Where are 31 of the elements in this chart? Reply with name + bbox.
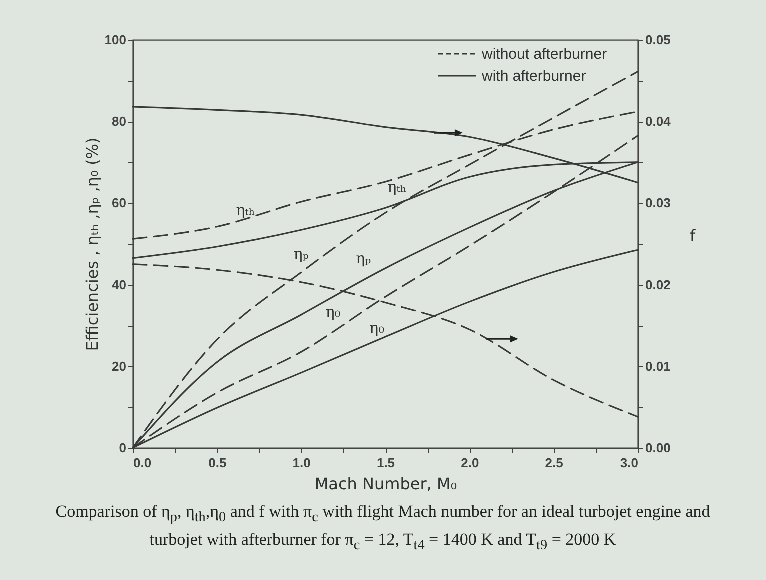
legend-label: with afterburner	[481, 68, 586, 85]
y-tick-label: 0	[119, 440, 126, 456]
x-tick-label: 3.0	[620, 456, 638, 470]
series-label: ηₚ	[356, 249, 372, 268]
y2-tick-label: 0.02	[646, 277, 671, 292]
legend-label: without afterburner	[481, 46, 608, 63]
y2-tick-label: 0.05	[646, 32, 671, 48]
x-tick-label: 0.5	[208, 456, 227, 470]
series-label: η₀	[370, 319, 385, 338]
x-tick-label: 0.0	[134, 456, 152, 470]
x-tick-label: 1.0	[292, 456, 311, 470]
y2-tick-label: 0.03	[646, 196, 671, 211]
x-tick-label: 2.5	[545, 456, 564, 470]
text: Comparison of η$_{p}$, η$_{th}$,η$_{0}$ and f with π$_{c}$ with flight Mach number for an ideal turbojet engine and turbojet with afterburner for π$_{c}$ = 12, T$_{t4}$ = 1400 K and T$_{t9}$ = 2000 K	[56, 502, 710, 554]
y2-tick-label: 0.04	[646, 114, 672, 130]
y-tick-label: 100	[104, 32, 126, 48]
y-axis-title: Efficiencies , ηₜₕ ,ηₚ ,η₀ (%)	[82, 138, 102, 352]
y2-tick-label: 0.01	[646, 358, 671, 374]
x-tick-label: 2.0	[461, 456, 480, 470]
x-axis-title: Mach Number, M₀	[314, 474, 458, 494]
series-label: ηₜₕ	[236, 201, 256, 220]
series-label: η₀	[326, 303, 341, 322]
y-tick-label: 40	[112, 277, 126, 292]
series-label: ηₜₕ	[388, 178, 407, 196]
y-tick-label: 60	[112, 196, 126, 211]
series-label: ηₚ	[294, 245, 309, 264]
y2-axis-title: f	[690, 226, 696, 246]
y2-tick-label: 0.00	[646, 440, 671, 456]
x-tick-label: 1.5	[376, 456, 396, 470]
y-tick-label: 80	[112, 114, 126, 130]
y-tick-label: 20	[112, 358, 126, 374]
